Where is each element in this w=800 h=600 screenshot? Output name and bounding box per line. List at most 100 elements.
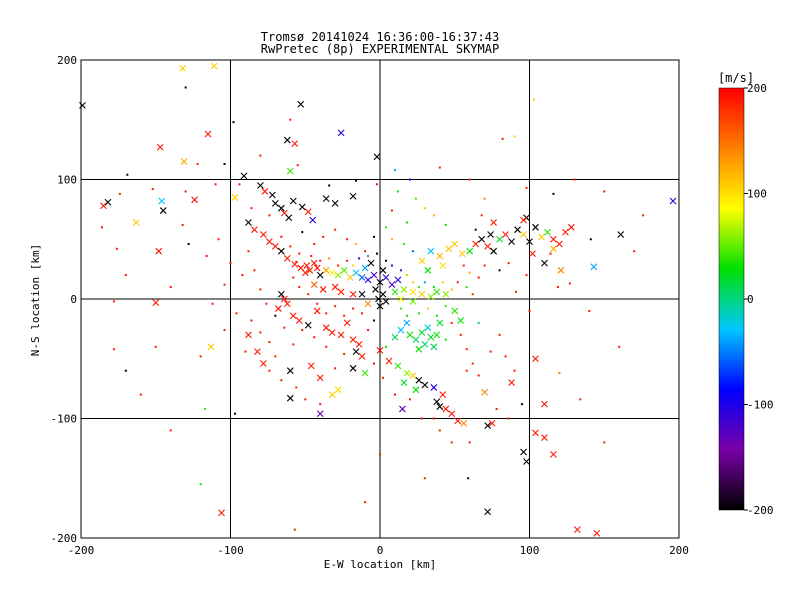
data-point-dot [292, 343, 295, 346]
data-point-x [532, 429, 539, 437]
data-point-x [409, 298, 417, 305]
y-tick-label: 100 [57, 174, 77, 187]
data-point-dot [432, 417, 435, 420]
data-point-dot [352, 307, 355, 310]
data-point-dot [405, 274, 408, 277]
data-point-x [251, 226, 258, 234]
colorbar-tick-label: -200 [747, 504, 774, 517]
y-tick-label: 200 [57, 54, 77, 67]
data-point-x [372, 286, 379, 293]
data-point-dot [367, 254, 370, 257]
data-point-dot [462, 264, 465, 267]
data-point-x [334, 386, 342, 394]
data-point-dot [444, 338, 447, 341]
data-point-x [442, 290, 450, 298]
data-point-x [544, 228, 551, 236]
data-point-x [285, 214, 293, 222]
data-point-x [340, 266, 348, 274]
data-point-x [180, 158, 188, 165]
grid-lines [81, 60, 679, 538]
data-point-x [210, 62, 218, 70]
x-tick-label: -100 [217, 544, 244, 557]
data-points [79, 62, 677, 537]
data-point-dot [438, 166, 441, 169]
data-point-x [331, 200, 339, 207]
data-point-dot [307, 293, 310, 296]
data-point-dot [310, 254, 313, 257]
data-point-x [541, 259, 548, 267]
data-point-x [388, 281, 396, 289]
data-point-x [375, 295, 382, 303]
data-point-x [484, 422, 492, 430]
data-point-dot [393, 393, 396, 396]
data-point-dot [390, 238, 393, 241]
data-point-x [409, 372, 417, 379]
data-point-dot [244, 350, 247, 353]
data-point-dot [525, 274, 528, 277]
data-point-x [310, 259, 318, 267]
data-point-dot [259, 331, 262, 334]
data-point-dot [384, 226, 387, 229]
data-point-x [532, 223, 539, 231]
data-point-dot [532, 98, 535, 101]
data-point-dot [223, 283, 226, 286]
data-point-x [490, 247, 498, 255]
data-point-dot [355, 243, 358, 246]
data-point-x [307, 362, 315, 370]
data-point-x [487, 231, 495, 238]
data-point-dot [289, 118, 292, 121]
data-point-x [260, 231, 267, 238]
data-point-x [257, 182, 264, 189]
data-point-dot [151, 188, 154, 191]
data-point-x [436, 319, 444, 327]
data-point-dot [322, 235, 325, 238]
data-point-x [424, 266, 432, 274]
data-point-x [277, 290, 285, 298]
data-point-x [316, 271, 324, 279]
data-point-dot [217, 238, 220, 241]
data-point-x [593, 529, 601, 537]
data-point-x [421, 341, 429, 348]
data-point-dot [169, 429, 172, 432]
data-point-dot [390, 264, 393, 267]
data-point-dot [199, 483, 202, 486]
data-point-dot [253, 269, 256, 272]
data-point-x [412, 336, 420, 344]
data-point-dot [568, 282, 571, 285]
data-point-dot [115, 247, 118, 250]
data-point-x [265, 238, 273, 246]
data-point-dot [361, 312, 364, 315]
y-tick-label: -200 [51, 532, 78, 545]
data-point-x [283, 300, 291, 308]
data-point-x [322, 195, 330, 203]
data-point-dot [118, 192, 121, 195]
data-point-x [204, 130, 212, 138]
data-point-x [274, 305, 282, 312]
data-point-dot [633, 250, 636, 253]
data-point-dot [196, 162, 199, 165]
data-point-dot [432, 214, 435, 217]
data-point-x [309, 216, 317, 224]
data-point-dot [399, 269, 402, 272]
data-point-x [484, 243, 492, 250]
data-point-x [373, 153, 381, 161]
data-point-dot [528, 309, 531, 312]
data-point-x [427, 247, 435, 255]
data-point-dot [438, 429, 441, 432]
data-point-dot [381, 376, 384, 379]
data-point-dot [259, 288, 262, 291]
data-point-dot [556, 286, 559, 289]
data-point-dot [432, 286, 435, 289]
data-point-x [433, 288, 441, 296]
data-point-x [316, 410, 324, 418]
data-point-dot [112, 348, 115, 351]
data-point-x [454, 417, 462, 425]
data-point-dot [355, 179, 358, 182]
data-point-dot [295, 260, 298, 263]
data-point-x [364, 276, 372, 284]
data-point-x [541, 434, 548, 442]
data-point-x [439, 391, 447, 398]
data-point-dot [521, 403, 524, 406]
data-point-dot [292, 276, 295, 279]
data-point-x [313, 307, 321, 315]
